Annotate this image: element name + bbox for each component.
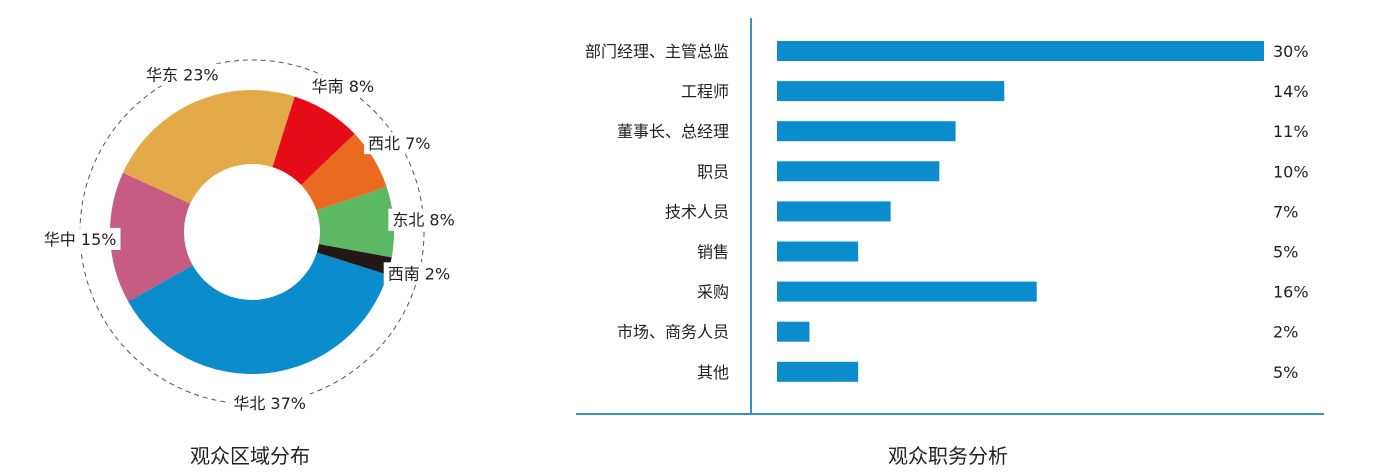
donut-slice — [122, 90, 295, 204]
label-background — [141, 63, 223, 86]
bar-value-label: 10% — [1273, 162, 1309, 181]
donut-slice-label: 华南 8% — [312, 77, 374, 96]
donut-slice-label: 东北 8% — [392, 211, 454, 230]
bar-category-label: 市场、商务人员 — [617, 323, 729, 342]
bar-category-label: 董事长、总经理 — [617, 122, 729, 141]
label-background — [364, 132, 435, 155]
donut-slice — [272, 96, 355, 186]
label-background — [388, 208, 459, 231]
donut-chart: 华北 37% 华中 15% 华东 23% 华南 8% 西北 7% 东北 8% 西南 2% — [39, 59, 459, 415]
bar — [777, 281, 1037, 302]
donut-slice-label: 华北 37% — [233, 394, 306, 413]
bar-value-label: 7% — [1273, 202, 1298, 221]
donut-slice-label: 西北 7% — [368, 134, 430, 153]
donut-slice-label: 华东 23% — [146, 66, 219, 85]
donut-chart-title: 观众区域分布 — [190, 444, 310, 468]
bar-category-label: 技术人员 — [665, 202, 729, 221]
bar-category-label: 部门经理、主管总监 — [585, 42, 729, 61]
bar — [777, 81, 1005, 102]
donut-slice — [128, 252, 388, 374]
bar-value-label: 5% — [1273, 363, 1298, 382]
donut-slice-label: 华中 15% — [44, 230, 117, 249]
bar-value-label: 2% — [1273, 323, 1298, 342]
bar — [777, 41, 1264, 61]
bar-category-label: 其他 — [697, 363, 729, 382]
bar-value-label: 5% — [1273, 243, 1298, 262]
bar-value-label: 30% — [1273, 42, 1309, 61]
bar-category-label: 销售 — [697, 243, 729, 262]
label-background — [383, 262, 455, 285]
donut-slice-label: 西南 2% — [388, 264, 450, 283]
donut-slice — [316, 244, 392, 275]
bar-value-label: 11% — [1273, 122, 1309, 141]
bar-category-label: 职员 — [697, 162, 729, 181]
bar — [777, 241, 859, 262]
bar-value-label: 16% — [1273, 283, 1309, 302]
bar — [777, 361, 859, 382]
bar-category-label: 采购 — [697, 283, 729, 302]
bar — [777, 321, 810, 342]
bar — [777, 121, 956, 142]
label-background — [39, 227, 121, 250]
bar-chart: 部门经理、主管总监 30% 工程师 14% 董事长、总经理 11% 职员 10% 技术人员 7% 销… — [576, 18, 1324, 415]
bar — [777, 161, 940, 182]
bar-chart-title: 观众职务分析 — [888, 444, 1008, 468]
bar-category-label: 工程师 — [681, 82, 729, 101]
donut-slice — [316, 186, 395, 258]
bar-value-label: 14% — [1273, 82, 1309, 101]
bar — [777, 201, 891, 222]
label-background — [229, 392, 311, 415]
label-background — [307, 74, 379, 97]
donut-slice — [110, 172, 193, 302]
